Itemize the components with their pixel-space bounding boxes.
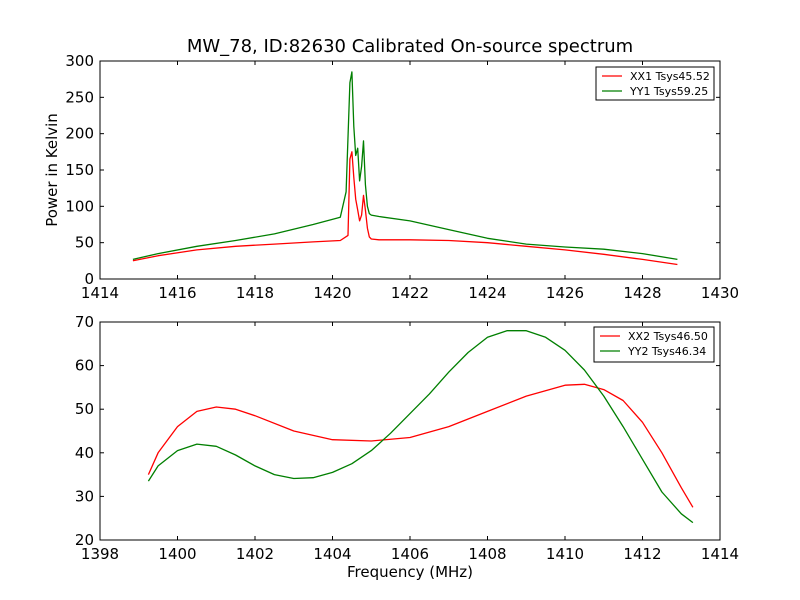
top-xtick-label: 1422: [391, 284, 429, 302]
bottom-ticks-layer: 1398 1400 1402 1404 1406 1408 1410 1412 1414 20 30…: [75, 313, 739, 563]
bottom-xtick-label: 1402: [236, 545, 274, 563]
top-ytick-label: 100: [65, 197, 94, 215]
bottom-xtick-label: 1414: [701, 545, 739, 563]
top-ylabel: Power in Kelvin: [43, 113, 61, 227]
top-ytick-label: 250: [65, 88, 94, 106]
top-xtick-label: 1418: [236, 284, 274, 302]
bottom-xtick-label: 1406: [391, 545, 429, 563]
bottom-xtick-label: 1408: [468, 545, 506, 563]
top-ytick-label: 200: [65, 125, 94, 143]
bottom-plot: 1398 1400 1402 1404 1406 1408 1410 1412 1414 20 30…: [75, 313, 739, 581]
top-xtick-label: 1428: [623, 284, 661, 302]
bottom-legend-label-2: YY2 Tsys46.34: [627, 345, 706, 358]
bottom-legend: XX2 Tsys46.50 YY2 Tsys46.34: [593, 326, 715, 363]
top-xtick-label: 1426: [546, 284, 584, 302]
bottom-series-layer: [147, 330, 694, 524]
top-ytick-label: 50: [75, 234, 94, 252]
top-plot: 1414 1416 1418 1420 1422 1424 1426 1428 1430 0 50 1…: [43, 52, 739, 302]
bottom-legend-box: [593, 326, 715, 363]
top-xtick-label: 1424: [468, 284, 506, 302]
bottom-ytick-label: 30: [75, 487, 94, 505]
bottom-series-line-1: [147, 383, 694, 508]
top-legend-label-1: XX1 Tsys45.52: [630, 70, 710, 83]
top-xtick-label: 1416: [158, 284, 196, 302]
bottom-ytick-label: 70: [75, 313, 94, 331]
top-legend: XX1 Tsys45.52 YY1 Tsys59.25: [595, 66, 715, 101]
top-xtick-label: 1414: [81, 284, 119, 302]
bottom-ytick-label: 40: [75, 444, 94, 462]
bottom-series-line-2: [147, 330, 694, 524]
bottom-xtick-label: 1400: [158, 545, 196, 563]
bottom-ytick-label: 60: [75, 357, 94, 375]
top-series-line-2: [132, 71, 678, 261]
top-series-line-1: [132, 151, 678, 266]
top-series-layer: [132, 71, 678, 266]
bottom-xtick-label: 1398: [81, 545, 119, 563]
top-legend-box: [595, 66, 715, 101]
bottom-ytick-label: 50: [75, 400, 94, 418]
top-xtick-label: 1420: [313, 284, 351, 302]
top-legend-label-2: YY1 Tsys59.25: [629, 85, 708, 98]
top-ticks-layer: 1414 1416 1418 1420 1422 1424 1426 1428 1430 0 50 1…: [65, 52, 739, 302]
top-ytick-label: 300: [65, 52, 94, 70]
chart-title: MW_78, ID:82630 Calibrated On-source spe…: [187, 36, 633, 57]
bottom-xtick-label: 1404: [313, 545, 351, 563]
bottom-xtick-label: 1410: [546, 545, 584, 563]
bottom-xtick-label: 1412: [623, 545, 661, 563]
bottom-xlabel: Frequency (MHz): [347, 563, 473, 581]
top-ytick-label: 0: [84, 270, 94, 288]
top-xtick-label: 1430: [701, 284, 739, 302]
top-ytick-label: 150: [65, 161, 94, 179]
bottom-ytick-label: 20: [75, 531, 94, 549]
bottom-legend-label-1: XX2 Tsys46.50: [628, 330, 708, 343]
